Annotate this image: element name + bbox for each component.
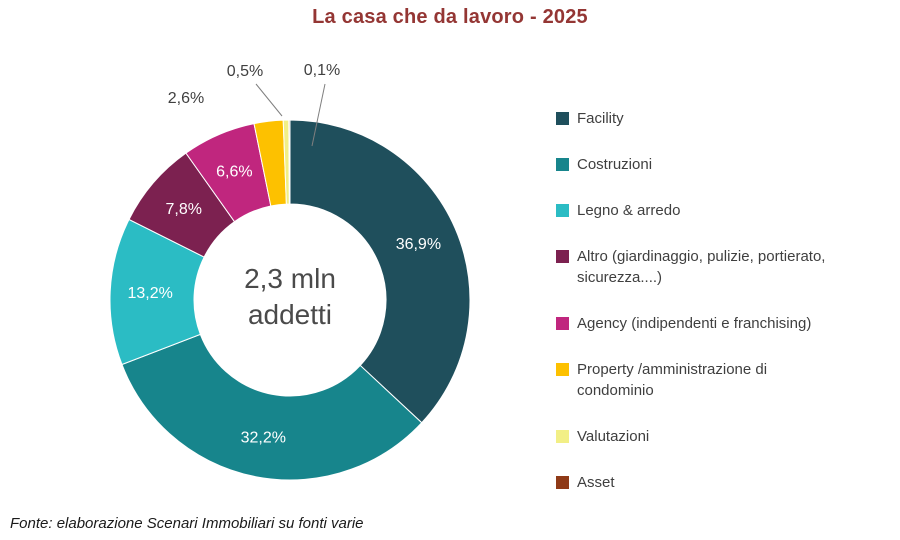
legend-swatch-agency-indipendenti-e-fr — [556, 317, 569, 330]
legend-item-facility: Facility — [556, 108, 890, 129]
legend-item-costruzioni: Costruzioni — [556, 154, 890, 175]
legend-label-agency-indipendenti-e-fr: Agency (indipendenti e franchising) — [577, 315, 812, 332]
legend-label-facility: Facility — [577, 110, 624, 127]
source-note: Fonte: elaborazione Scenari Immobiliari … — [10, 515, 364, 532]
donut-center-text-line1: 2,3 mln — [244, 263, 336, 294]
legend-swatch-facility — [556, 112, 569, 125]
legend-swatch-costruzioni — [556, 158, 569, 171]
data-label-asset: 0,1% — [304, 62, 340, 79]
chart-legend: Facility Costruzioni Legno & arredo Altro (… — [556, 108, 890, 493]
data-label-legno-arredo: 13,2% — [127, 285, 172, 302]
data-label-facility: 36,9% — [396, 236, 441, 253]
leader-line-asset — [311, 83, 326, 147]
pie-slice-facility — [289, 119, 471, 424]
data-label-property-amministrazione-di-: 2,6% — [168, 90, 204, 107]
legend-swatch-property-amministrazione — [556, 363, 569, 376]
data-label-altro-giardinaggio-pulizie-p: 7,8% — [166, 201, 202, 218]
legend-item-agency-indipendenti-e-fr: Agency (indipendenti e franchising) — [556, 313, 890, 334]
legend-label-legno-arredo: Legno & arredo — [577, 202, 681, 219]
legend-item-property-amministrazione: Property /amministrazione di condominio — [556, 359, 890, 401]
legend-swatch-legno-arredo — [556, 204, 569, 217]
leader-line-valutazioni — [255, 83, 283, 117]
donut-chart-svg: 36,9% 32,2% 13,2% 7,8% 6,6% 2,6% 0,5% 0,1% 2,3 m… — [109, 62, 471, 481]
chart-title: La casa che da lavoro - 2025 — [312, 6, 588, 28]
donut-center-text-line2: addetti — [248, 299, 332, 330]
legend-label-altro-giardinaggio-puliz: Altro (giardinaggio, pulizie, portierato… — [577, 248, 826, 286]
data-label-agency-indipendenti-e-franch: 6,6% — [216, 164, 252, 181]
data-label-valutazioni: 0,5% — [227, 63, 263, 80]
legend-item-valutazioni: Valutazioni — [556, 426, 890, 447]
pie-slice-costruzioni — [121, 333, 423, 481]
legend-label-property-amministrazione: Property /amministrazione di condominio — [577, 361, 768, 399]
legend-item-asset: Asset — [556, 472, 890, 493]
legend-item-altro-giardinaggio-puliz: Altro (giardinaggio, pulizie, portierato… — [556, 246, 890, 288]
data-label-costruzioni: 32,2% — [241, 429, 286, 446]
legend-swatch-valutazioni — [556, 430, 569, 443]
legend-label-asset: Asset — [577, 474, 615, 491]
legend-label-valutazioni: Valutazioni — [577, 428, 650, 445]
legend-label-costruzioni: Costruzioni — [577, 156, 653, 173]
donut-chart: 36,9% 32,2% 13,2% 7,8% 6,6% 2,6% 0,5% 0,1% 2,3 m… — [60, 40, 520, 510]
legend-swatch-asset — [556, 476, 569, 489]
legend-item-legno-arredo: Legno & arredo — [556, 200, 890, 221]
legend-swatch-altro-giardinaggio-puliz — [556, 250, 569, 263]
pie-slice-asset — [288, 119, 291, 205]
